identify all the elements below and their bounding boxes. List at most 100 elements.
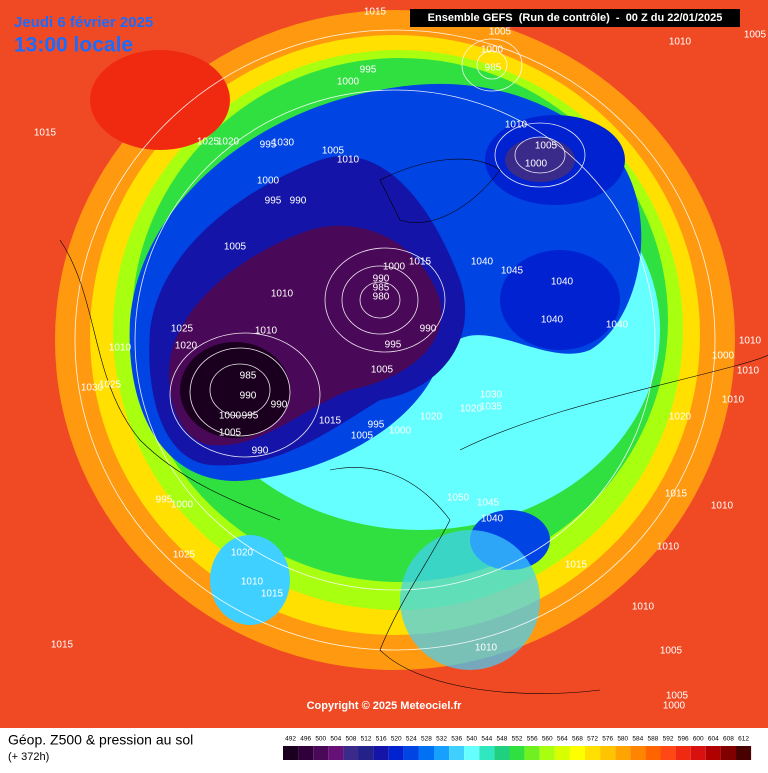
scale-label: 556 [527,736,538,743]
scale-label: 508 [346,736,357,743]
pressure-label: 1010 [739,336,762,347]
scale-label: 540 [466,736,477,743]
pressure-label: 1005 [371,365,394,376]
scale-swatch [509,746,525,760]
pressure-label: 1000 [337,77,360,88]
pressure-label: 985 [240,371,257,382]
pressure-label: 990 [252,446,269,457]
scale-label: 576 [602,736,613,743]
pressure-label: 990 [240,391,257,402]
scale-swatch [358,746,374,760]
z500-band [505,138,575,182]
pressure-label: 1010 [669,37,692,48]
pressure-label: 1010 [737,366,760,377]
pressure-label: 1045 [501,266,524,277]
scale-label: 584 [632,736,643,743]
pressure-label: 1005 [219,428,242,439]
scale-swatch [403,746,419,760]
scale-swatch [630,746,646,760]
scale-label: 560 [542,736,553,743]
scale-swatch [660,746,676,760]
pressure-label: 1010 [241,577,264,588]
pressure-label: 1000 [257,176,280,187]
scale-swatch [283,746,299,760]
pressure-label: 1025 [99,380,122,391]
pressure-label: 1010 [632,602,655,613]
scale-label: 496 [300,736,311,743]
scale-label: 592 [663,736,674,743]
pressure-label: 1025 [173,550,196,561]
pressure-label: 995 [156,495,173,506]
pressure-label: 1040 [541,315,564,326]
pressure-label: 1005 [322,146,345,157]
scale-swatch [328,746,344,760]
run-box [410,9,740,27]
run-info: Ensemble GEFS (Run de contrôle) - 00 Z d… [428,12,723,24]
pressure-label: 1030 [272,138,295,149]
scale-label: 596 [678,736,689,743]
scale-label: 608 [723,736,734,743]
date: Jeudi 6 février 2025 [14,14,153,31]
pressure-label: 1010 [657,542,680,553]
pressure-label: 1010 [711,501,734,512]
scale-swatch [479,746,495,760]
pressure-label: 1015 [319,416,342,427]
pressure-label: 1015 [565,560,588,571]
pressure-label: 995 [242,411,259,422]
isobars [74,29,716,651]
pressure-label: 1000 [663,701,686,712]
pressure-label: 995 [265,196,282,207]
scale-swatch [645,746,661,760]
pressure-label: 1015 [364,7,387,18]
pressure-label: 1020 [175,341,198,352]
pressure-label: 1020 [460,404,483,415]
scale-label: 572 [587,736,598,743]
scale-label: 600 [693,736,704,743]
scale-label: 524 [406,736,417,743]
scale-swatch [539,746,555,760]
pressure-label: 1040 [551,277,574,288]
pressure-label: 1015 [665,489,688,500]
scale-swatch [705,746,721,760]
pressure-label: 1050 [447,493,470,504]
pressure-label: 980 [373,292,390,303]
scale-swatch [615,746,631,760]
scale-label: 548 [497,736,508,743]
scale-label: 536 [451,736,462,743]
pressure-label: 1010 [109,343,132,354]
scale-swatch [418,746,434,760]
pressure-labels: 1015100510101005100098599510001015102510… [34,7,767,712]
copyright: Copyright © 2025 Meteociel.fr [307,700,463,712]
pressure-label: 1005 [489,27,512,38]
footer-title: Géop. Z500 & pression au sol [8,732,193,748]
scale-swatch [569,746,585,760]
pressure-label: 990 [420,324,437,335]
scale-swatch [600,746,616,760]
pressure-label: 1015 [261,589,284,600]
pressure-label: 1040 [481,514,504,525]
z500-band [90,50,230,150]
scale-label: 520 [391,736,402,743]
scale-swatch [736,746,752,760]
time: 13:00 locale [14,34,133,57]
z500-band [400,530,540,670]
scale-swatch [494,746,510,760]
scale-swatch [720,746,736,760]
pressure-label: 990 [373,274,390,285]
pressure-label: 1010 [271,289,294,300]
pressure-label: 1000 [389,426,412,437]
pressure-label: 1015 [51,640,74,651]
pressure-label: 1045 [477,498,500,509]
pressure-label: 995 [385,340,402,351]
pressure-label: 1000 [481,45,504,56]
pressure-label: 1025 [197,137,220,148]
scale-swatch [298,746,314,760]
scale-swatch [388,746,404,760]
scale-label: 528 [421,736,432,743]
scale-label: 512 [361,736,372,743]
pressure-label: 1030 [81,383,104,394]
pressure-label: 990 [271,400,288,411]
pressure-label: 1020 [217,137,240,148]
pressure-label: 1020 [231,548,254,559]
